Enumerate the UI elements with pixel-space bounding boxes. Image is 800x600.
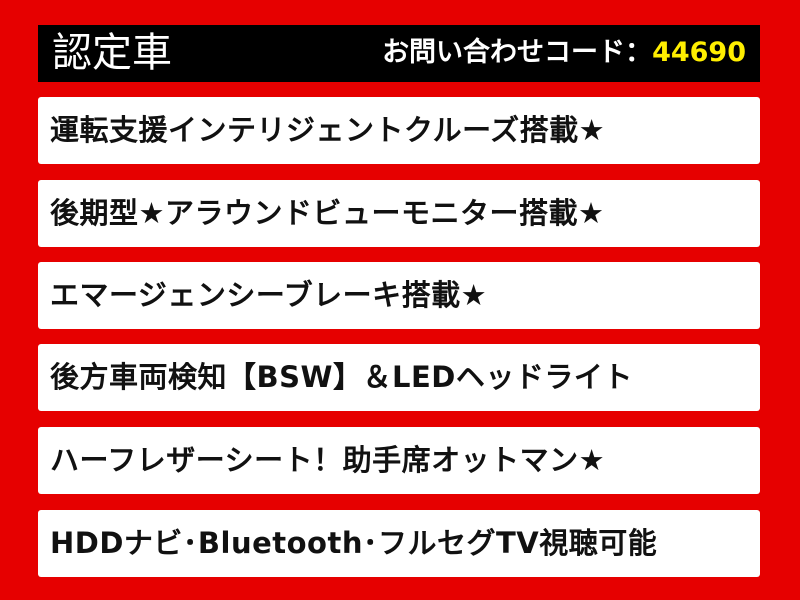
feature-item: ハーフレザーシート！助手席オットマン★ xyxy=(38,427,760,494)
feature-item: 運転支援インテリジェントクルーズ搭載★ xyxy=(38,97,760,164)
feature-item: エマージェンシーブレーキ搭載★ xyxy=(38,262,760,329)
feature-item: 後期型★アラウンドビューモニター搭載★ xyxy=(38,180,760,247)
feature-item: HDDナビ･Bluetooth･フルセグTV視聴可能 xyxy=(38,510,760,577)
feature-item: 後方車両検知【BSW】＆LEDヘッドライト xyxy=(38,344,760,411)
feature-text: HDDナビ･Bluetooth･フルセグTV視聴可能 xyxy=(50,526,658,560)
feature-text: エマージェンシーブレーキ搭載★ xyxy=(50,278,488,312)
inquiry-code-number: 44690 xyxy=(652,37,746,68)
inquiry-label: お問い合わせコード： xyxy=(382,37,653,68)
certified-car-title: 認定車 xyxy=(52,30,172,76)
inquiry-code: お問い合わせコード：44690 xyxy=(382,33,746,73)
header-bar: 認定車 お問い合わせコード：44690 xyxy=(38,25,760,82)
feature-text: 運転支援インテリジェントクルーズ搭載★ xyxy=(50,113,606,147)
feature-text: 後期型★アラウンドビューモニター搭載★ xyxy=(50,196,605,230)
feature-text: ハーフレザーシート！助手席オットマン★ xyxy=(50,443,606,477)
feature-text: 後方車両検知【BSW】＆LEDヘッドライト xyxy=(50,360,633,394)
